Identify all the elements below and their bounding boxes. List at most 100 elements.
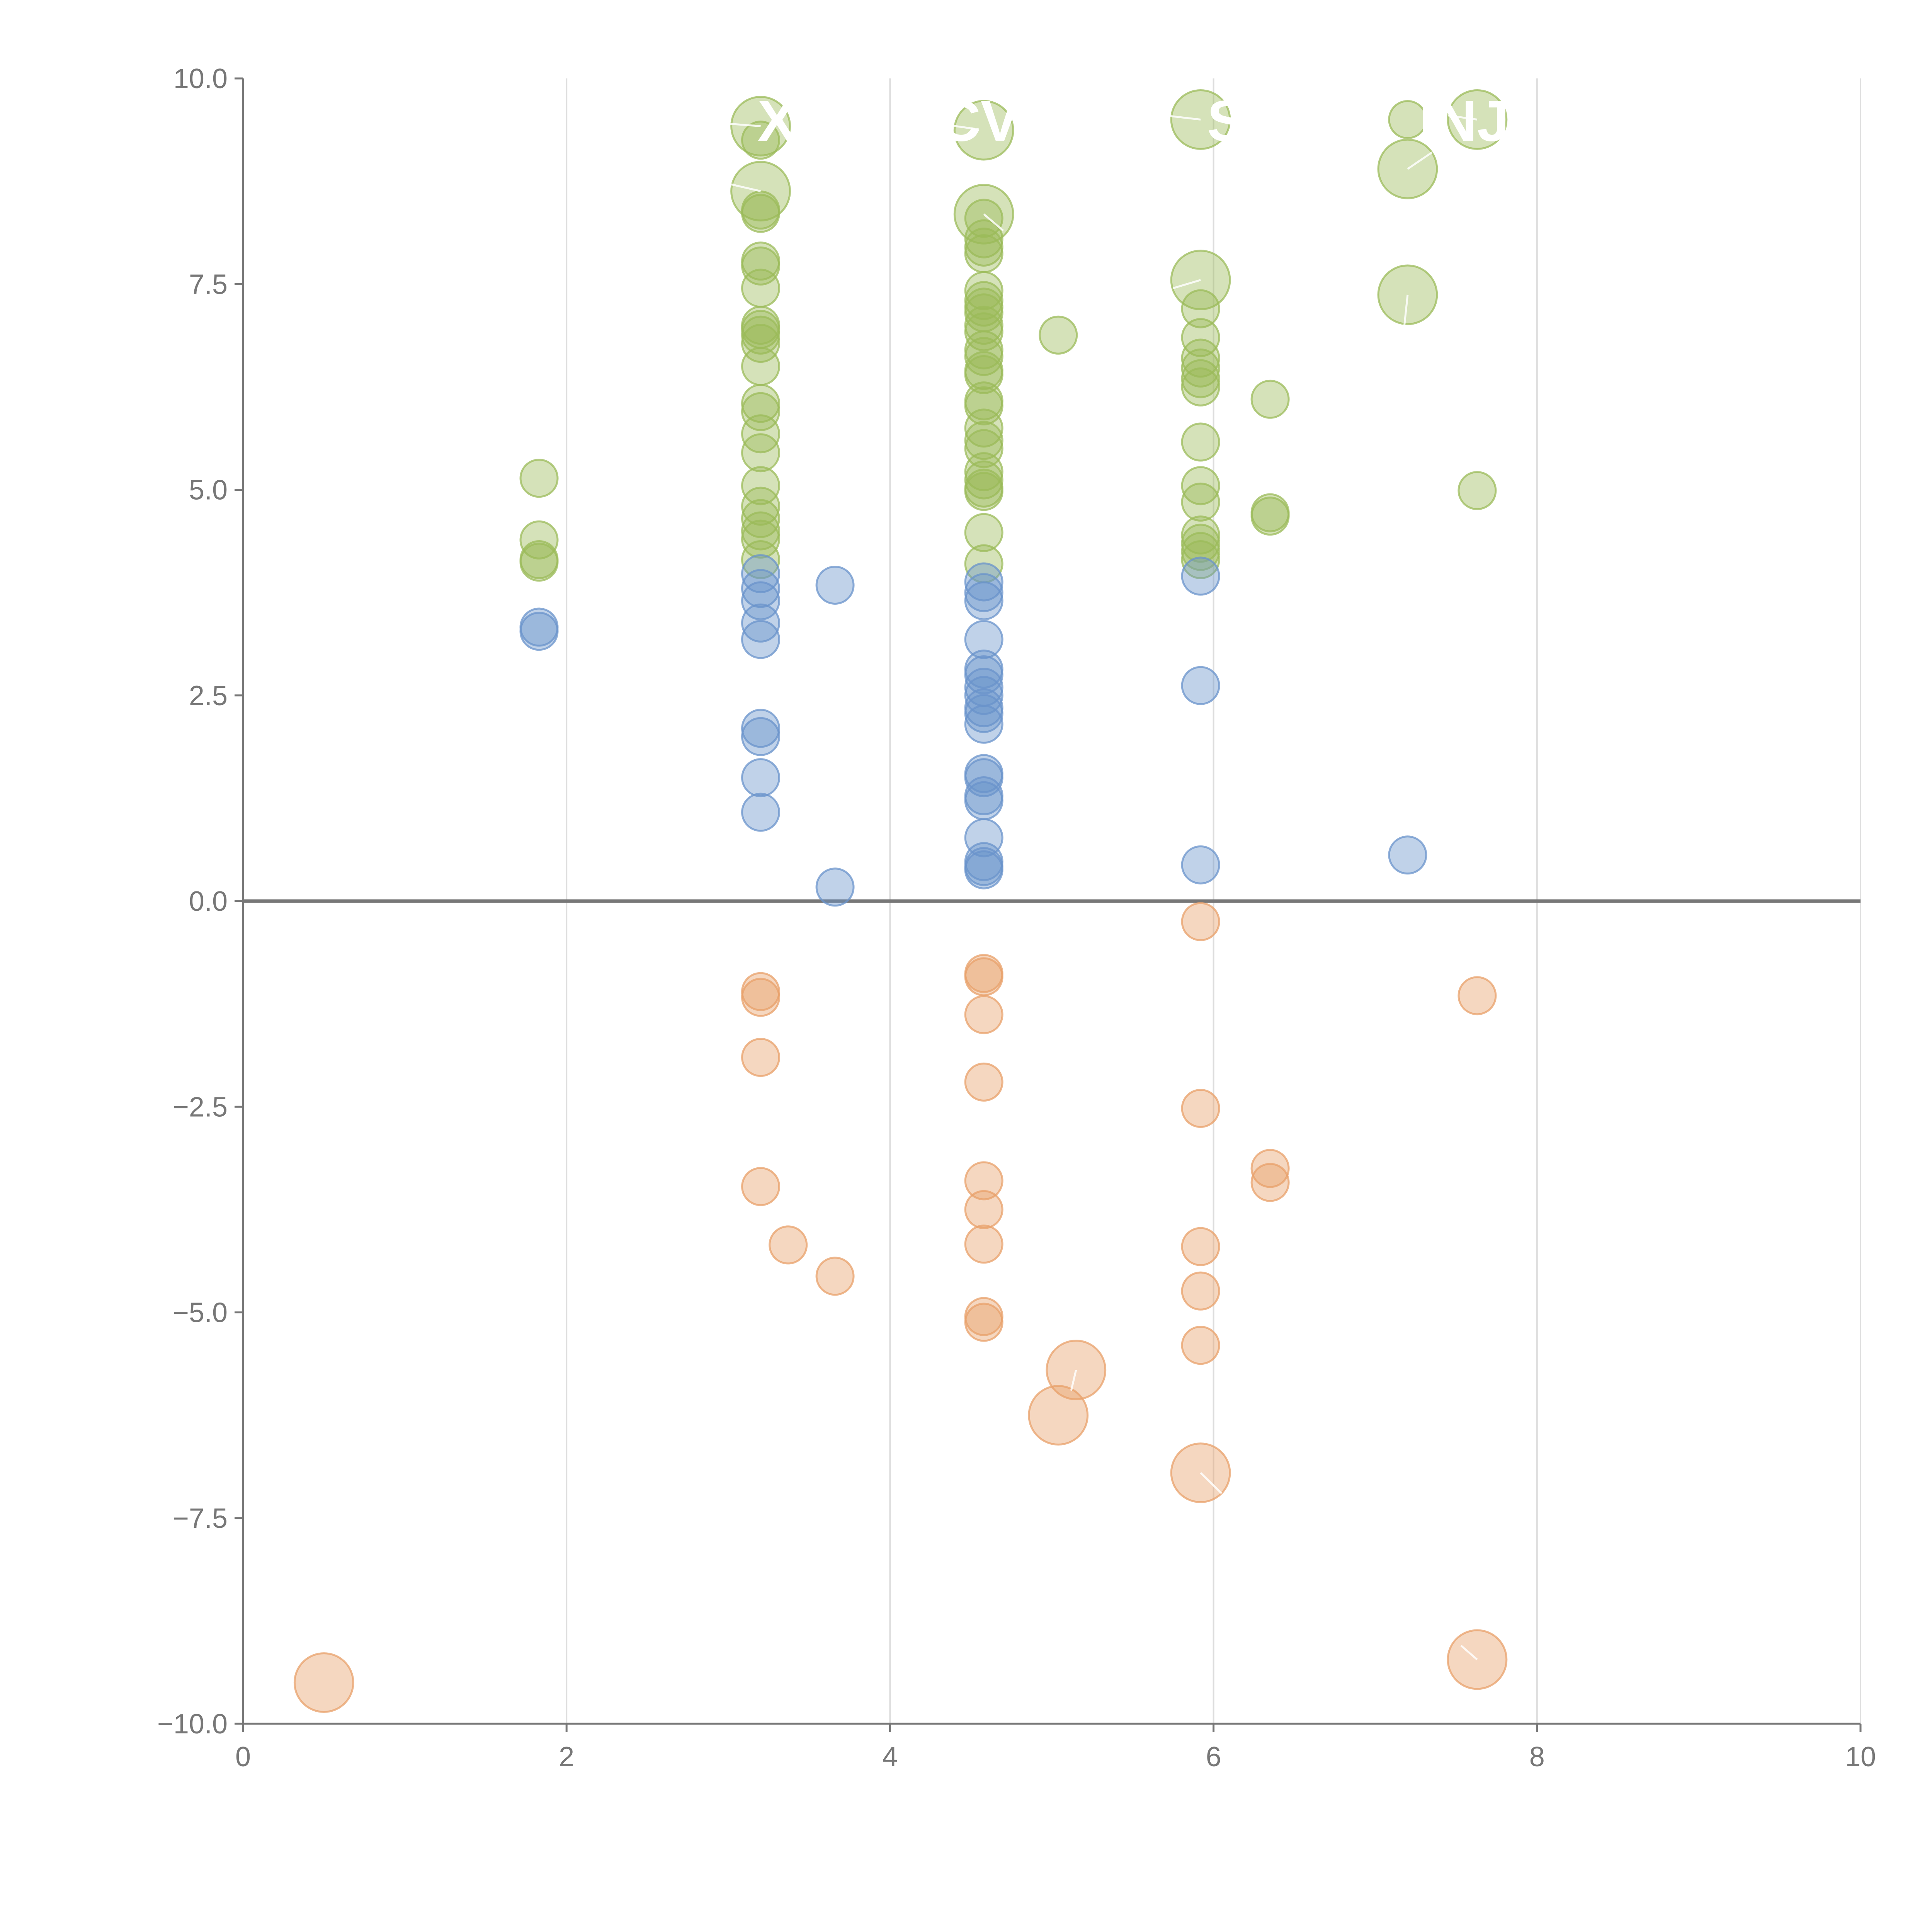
positive-high-point[interactable]	[964, 460, 1003, 500]
positive-high-point[interactable]	[1181, 422, 1220, 462]
points-layer	[293, 89, 1508, 1713]
positive-high-point[interactable]	[741, 269, 781, 308]
negative-point[interactable]	[741, 1167, 781, 1206]
positive-high-point[interactable]	[741, 384, 781, 423]
positive-low-point[interactable]	[964, 850, 1003, 889]
positive-high-point[interactable]	[519, 459, 559, 498]
leader-line	[728, 183, 761, 192]
positive-low-point[interactable]	[741, 569, 781, 608]
positive-high-point[interactable]	[741, 511, 781, 551]
positive-low-point[interactable]	[964, 818, 1003, 857]
positive-low-point[interactable]	[1181, 845, 1220, 884]
negative-point[interactable]	[741, 1038, 781, 1077]
positive-low-point[interactable]	[964, 694, 1003, 733]
positive-low-point[interactable]	[1388, 835, 1427, 875]
negative-point[interactable]	[769, 1225, 808, 1265]
negative-point[interactable]	[1447, 1629, 1508, 1690]
positive-high-point[interactable]	[741, 433, 781, 473]
negative-point[interactable]	[1181, 1227, 1220, 1266]
positive-high-point[interactable]	[1181, 466, 1220, 505]
positive-high-point[interactable]	[964, 513, 1003, 552]
negative-point[interactable]	[964, 1225, 1003, 1264]
negative-point[interactable]	[1458, 976, 1497, 1015]
positive-low-point[interactable]	[815, 867, 855, 907]
positive-high-point[interactable]	[741, 392, 781, 431]
positive-low-point[interactable]	[741, 793, 781, 832]
positive-low-point[interactable]	[741, 620, 781, 659]
positive-high-point[interactable]	[964, 234, 1003, 273]
negative-point[interactable]	[1046, 1340, 1107, 1400]
positive-high-point[interactable]	[519, 520, 559, 560]
positive-high-point[interactable]	[1181, 367, 1220, 406]
positive-high-point[interactable]	[741, 324, 781, 363]
negative-point[interactable]	[964, 1062, 1003, 1102]
positive-low-point[interactable]	[964, 704, 1003, 744]
positive-high-point[interactable]	[964, 386, 1003, 425]
positive-low-point[interactable]	[964, 620, 1003, 659]
positive-high-point[interactable]	[1181, 482, 1220, 522]
positive-low-point[interactable]	[741, 717, 781, 756]
positive-high-point[interactable]	[741, 466, 781, 505]
negative-point[interactable]	[1181, 1089, 1220, 1128]
negative-point[interactable]	[293, 1652, 354, 1713]
negative-point[interactable]	[1181, 902, 1220, 941]
positive-low-point[interactable]	[964, 573, 1003, 612]
positive-high-point[interactable]	[1388, 100, 1427, 139]
negative-point[interactable]	[964, 1303, 1003, 1342]
negative-point[interactable]	[1181, 1271, 1220, 1311]
positive-high-point[interactable]	[1181, 359, 1220, 398]
negative-point[interactable]	[964, 957, 1003, 997]
negative-point[interactable]	[1181, 1326, 1220, 1365]
negative-point[interactable]	[964, 1161, 1003, 1201]
leader-line	[1448, 114, 1478, 121]
positive-low-point[interactable]	[1181, 556, 1220, 596]
positive-high-point[interactable]	[964, 408, 1003, 448]
positive-low-point[interactable]	[964, 581, 1003, 621]
positive-high-point[interactable]	[519, 543, 559, 582]
positive-low-point[interactable]	[741, 554, 781, 594]
positive-high-point[interactable]	[741, 246, 781, 286]
positive-high-point[interactable]	[964, 271, 1003, 310]
negative-point[interactable]	[964, 1190, 1003, 1229]
negative-point[interactable]	[741, 978, 781, 1017]
positive-high-point[interactable]	[1250, 497, 1290, 536]
negative-point[interactable]	[1250, 1149, 1290, 1188]
positive-high-point[interactable]	[741, 121, 781, 160]
positive-high-point[interactable]	[1181, 318, 1220, 357]
positive-high-point[interactable]	[741, 499, 781, 538]
positive-low-point[interactable]	[741, 758, 781, 798]
negative-point[interactable]	[964, 995, 1003, 1034]
positive-high-point[interactable]	[964, 472, 1003, 511]
positive-low-point[interactable]	[741, 581, 781, 621]
top-label: X	[757, 88, 796, 153]
positive-low-point[interactable]	[964, 655, 1003, 695]
positive-low-point[interactable]	[964, 781, 1003, 820]
positive-high-point[interactable]	[1039, 315, 1078, 355]
positive-low-point[interactable]	[519, 612, 559, 651]
positive-high-point[interactable]	[964, 429, 1003, 468]
positive-high-point[interactable]	[964, 452, 1003, 492]
positive-high-point[interactable]	[964, 421, 1003, 460]
positive-high-point[interactable]	[741, 540, 781, 579]
positive-low-point[interactable]	[815, 565, 855, 605]
positive-high-point[interactable]	[741, 519, 781, 559]
positive-high-point[interactable]	[964, 219, 1003, 259]
positive-low-point[interactable]	[741, 603, 781, 643]
positive-high-point[interactable]	[1181, 289, 1220, 328]
positive-low-point[interactable]	[1181, 666, 1220, 705]
positive-high-point[interactable]	[1181, 338, 1220, 378]
negative-point[interactable]	[1028, 1385, 1089, 1446]
negative-point[interactable]	[815, 1257, 855, 1296]
positive-high-point[interactable]	[953, 100, 1014, 161]
positive-high-point[interactable]	[964, 199, 1003, 238]
positive-high-point[interactable]	[1181, 524, 1220, 563]
positive-high-point[interactable]	[741, 194, 781, 233]
leader-line	[938, 122, 979, 131]
positive-high-point[interactable]	[741, 315, 781, 355]
positive-low-point[interactable]	[741, 709, 781, 748]
positive-high-point[interactable]	[1181, 540, 1220, 579]
positive-high-point[interactable]	[741, 347, 781, 386]
negative-point[interactable]	[1250, 1163, 1290, 1202]
positive-high-point[interactable]	[1250, 379, 1290, 419]
positive-high-point[interactable]	[1458, 471, 1497, 510]
